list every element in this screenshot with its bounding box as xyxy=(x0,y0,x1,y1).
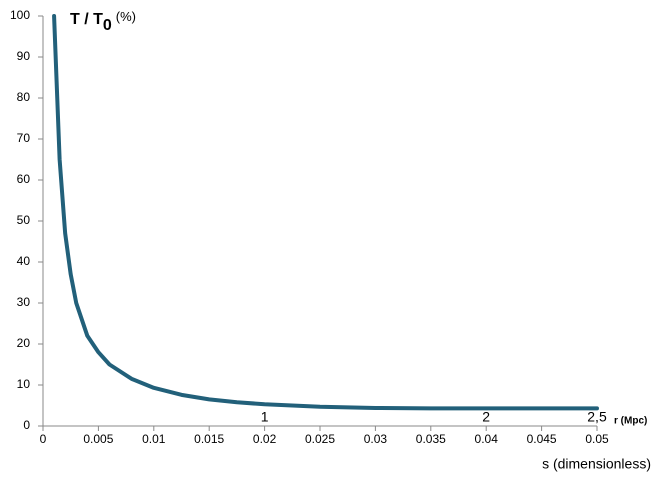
x2-tick-label: 2 xyxy=(482,409,490,425)
x2-tick-label: 1 xyxy=(261,409,269,425)
y-title-unit: (%) xyxy=(116,9,136,24)
x-tick-label: 0.005 xyxy=(83,432,113,446)
y-tick-label: 20 xyxy=(17,336,31,350)
y-title-main: T / T xyxy=(70,11,103,28)
x-tick-label: 0.03 xyxy=(364,432,388,446)
x-tick-label: 0.02 xyxy=(253,432,277,446)
y-tick-label: 90 xyxy=(17,49,31,63)
y-title-sub: 0 xyxy=(103,17,112,34)
x-tick-label: 0.035 xyxy=(416,432,446,446)
y-tick-label: 0 xyxy=(23,418,30,432)
x-axis-title: s (dimensionless) xyxy=(542,456,651,472)
y-tick-label: 30 xyxy=(17,295,31,309)
x2-axis-title: r (Mpc) xyxy=(614,416,647,427)
y-tick-label: 50 xyxy=(17,213,31,227)
x-tick-label: 0.01 xyxy=(142,432,166,446)
x-tick-label: 0.015 xyxy=(194,432,224,446)
line-series xyxy=(52,14,599,411)
y-tick-label: 60 xyxy=(17,172,31,186)
y-tick-label: 80 xyxy=(17,90,31,104)
x-tick-label: 0.045 xyxy=(527,432,557,446)
x-tick-label: 0 xyxy=(40,432,47,446)
y-tick-label: 10 xyxy=(17,377,31,391)
x2-tick-label: 2,5 xyxy=(587,409,607,425)
y-tick-label: 70 xyxy=(17,131,31,145)
x-tick-label: 0.05 xyxy=(585,432,609,446)
x-tick-label: 0.025 xyxy=(305,432,335,446)
y-axis-title: T / T0 (%) xyxy=(70,9,136,34)
y-tick-label: 40 xyxy=(17,254,31,268)
x-tick-label: 0.04 xyxy=(475,432,499,446)
y-tick-label: 100 xyxy=(10,8,30,22)
